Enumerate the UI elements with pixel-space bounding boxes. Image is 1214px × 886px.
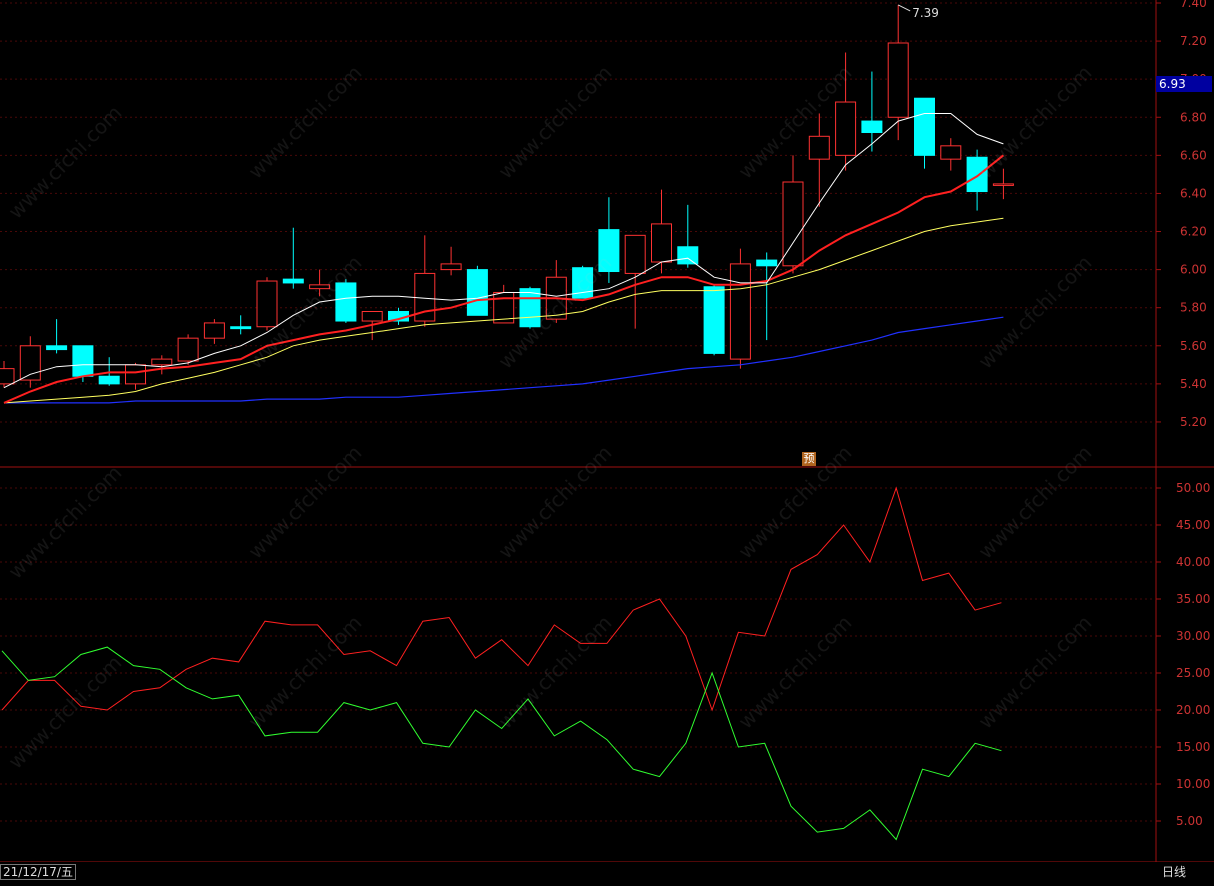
candle-body bbox=[335, 282, 357, 322]
indicator-tick-label: 20.00 bbox=[1176, 703, 1210, 717]
candle-body bbox=[887, 42, 909, 118]
indicator-line-b bbox=[1, 646, 1002, 841]
candle-body bbox=[256, 280, 278, 328]
candle-body bbox=[151, 358, 173, 366]
candle-body bbox=[756, 259, 778, 267]
candle-body bbox=[19, 345, 41, 381]
price-tick-label: 7.20 bbox=[1180, 34, 1207, 48]
price-tick-label: 7.40 bbox=[1180, 0, 1207, 10]
candle-body bbox=[440, 263, 462, 271]
candle-body bbox=[519, 288, 541, 328]
candle-body bbox=[98, 375, 120, 385]
indicator-line-a bbox=[1, 486, 1002, 712]
max-price-label: 7.39 bbox=[912, 6, 939, 20]
price-tick-label: 6.40 bbox=[1180, 186, 1207, 200]
candle-body bbox=[624, 234, 646, 274]
ma10-line bbox=[3, 154, 1005, 404]
indicator-tick-label: 30.00 bbox=[1176, 629, 1210, 643]
current-price-tag: 6.93 bbox=[1156, 76, 1212, 92]
ma20-line bbox=[3, 217, 1004, 404]
candle-body bbox=[466, 269, 488, 316]
preview-icon[interactable]: 预 bbox=[802, 452, 816, 466]
candle-body bbox=[966, 156, 988, 193]
candle-body bbox=[361, 311, 383, 322]
price-tick-label: 5.80 bbox=[1180, 301, 1207, 315]
candle-body bbox=[782, 181, 804, 267]
candle-body bbox=[125, 364, 146, 385]
candle-body bbox=[46, 345, 68, 351]
indicator-tick-label: 35.00 bbox=[1176, 592, 1210, 606]
period-label[interactable]: 日线 bbox=[1162, 865, 1187, 879]
time-axis-bar bbox=[0, 862, 1214, 886]
price-tick-label: 5.40 bbox=[1180, 377, 1207, 391]
candle-body bbox=[72, 345, 94, 377]
price-tick-label: 6.60 bbox=[1180, 148, 1207, 162]
candle-body bbox=[177, 337, 199, 362]
candle-body bbox=[309, 284, 331, 290]
candle-body bbox=[729, 263, 751, 360]
candle-body bbox=[572, 267, 594, 299]
indicator-tick-label: 15.00 bbox=[1176, 740, 1210, 754]
candle-body bbox=[677, 246, 699, 265]
date-label: 21/12/17/五 bbox=[0, 864, 76, 880]
candle-body bbox=[282, 278, 304, 284]
indicator-tick-label: 25.00 bbox=[1176, 666, 1210, 680]
max-price-pointer bbox=[897, 4, 911, 12]
candle-body bbox=[914, 97, 935, 156]
indicator-tick-label: 5.00 bbox=[1176, 814, 1203, 828]
candle-body bbox=[861, 120, 883, 133]
candle-body bbox=[835, 101, 857, 156]
price-tick-label: 6.00 bbox=[1180, 263, 1207, 277]
indicator-tick-label: 10.00 bbox=[1176, 777, 1210, 791]
price-tick-label: 5.20 bbox=[1180, 415, 1207, 429]
price-tick-label: 5.60 bbox=[1180, 339, 1207, 353]
candle-body bbox=[230, 326, 252, 330]
price-tick-label: 6.20 bbox=[1180, 225, 1207, 239]
indicator-tick-label: 50.00 bbox=[1176, 481, 1210, 495]
ma5-line bbox=[3, 113, 1004, 389]
candle-body bbox=[651, 223, 672, 263]
candle-body bbox=[703, 286, 725, 354]
candle-body bbox=[992, 183, 1014, 186]
candle-body bbox=[203, 322, 225, 339]
indicator-tick-label: 40.00 bbox=[1176, 555, 1210, 569]
price-tick-label: 6.80 bbox=[1180, 110, 1207, 124]
ma60-line bbox=[4, 316, 1004, 404]
candle-body bbox=[598, 229, 620, 273]
candle-body bbox=[940, 145, 962, 160]
indicator-tick-label: 45.00 bbox=[1176, 518, 1210, 532]
candle-body bbox=[0, 368, 15, 385]
candle-body bbox=[808, 135, 830, 160]
